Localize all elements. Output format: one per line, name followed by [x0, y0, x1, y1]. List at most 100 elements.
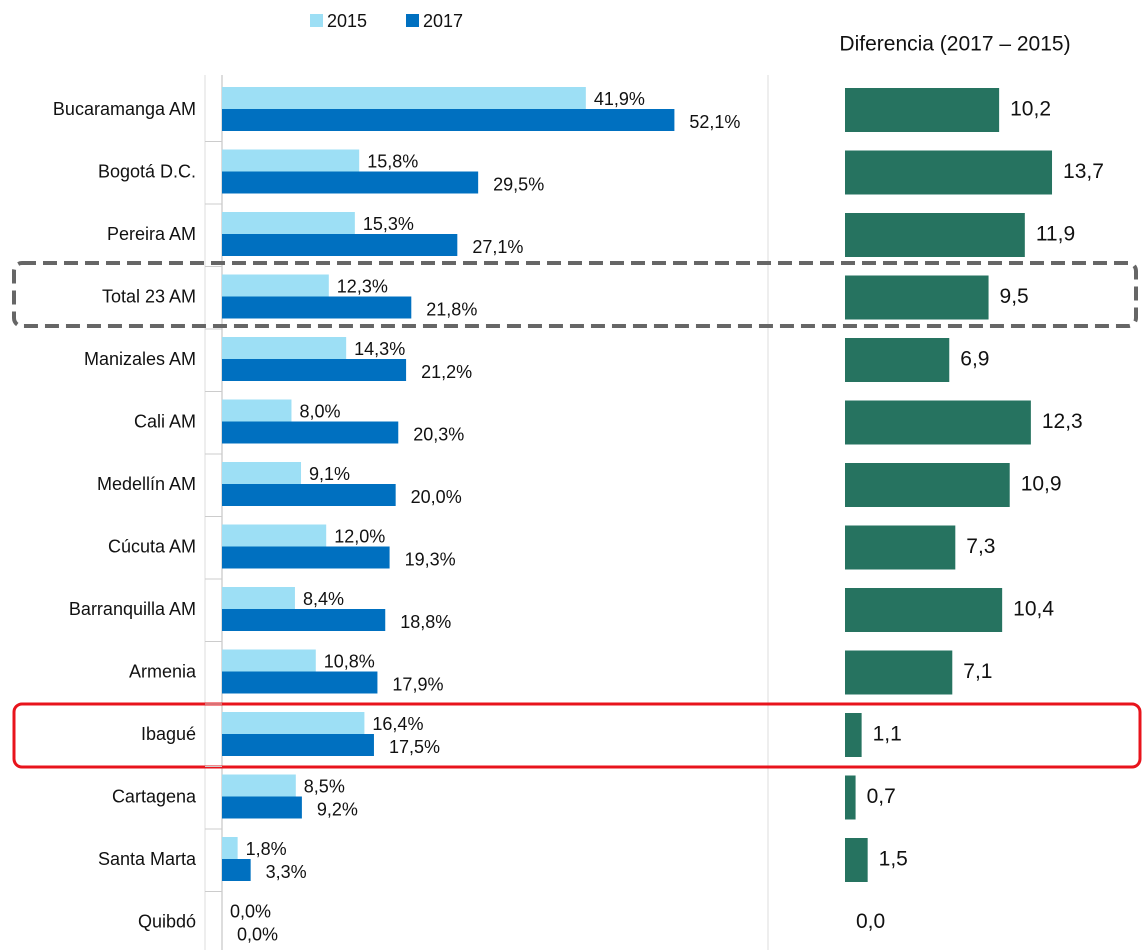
- value-label: 17,5%: [389, 737, 440, 757]
- bar: [222, 712, 365, 734]
- bar: [845, 525, 956, 570]
- y-tick-label: Cali AM: [134, 411, 196, 431]
- y-tick-label: Cúcuta AM: [108, 536, 196, 556]
- y-tick-label: Ibagué: [141, 724, 196, 744]
- value-label: 7,1: [963, 660, 992, 683]
- value-label: 20,0%: [411, 487, 462, 507]
- y-tick-label: Manizales AM: [84, 349, 196, 369]
- bar: [222, 859, 251, 881]
- value-label: 0,0%: [237, 924, 278, 944]
- value-label: 18,8%: [400, 612, 451, 632]
- bar: [222, 462, 302, 484]
- legend-swatch: [310, 14, 323, 27]
- bar: [222, 337, 347, 359]
- y-tick-label: Cartagena: [112, 786, 197, 806]
- bar: [222, 421, 399, 444]
- bar: [845, 463, 1010, 507]
- y-tick-label: Barranquilla AM: [69, 599, 196, 619]
- value-label: 3,3%: [266, 862, 307, 882]
- bar: [222, 837, 238, 859]
- legend-label: 2017: [423, 11, 463, 31]
- value-label: 1,8%: [246, 839, 287, 859]
- value-label: 0,0: [856, 910, 885, 933]
- y-tick-label: Armenia: [129, 661, 197, 681]
- bar: [222, 87, 586, 109]
- legend-swatch: [406, 14, 419, 27]
- y-tick-label: Bogotá D.C.: [98, 161, 196, 181]
- value-label: 20,3%: [413, 424, 464, 444]
- bar: [222, 109, 675, 131]
- bar: [845, 650, 953, 695]
- value-label: 10,2: [1010, 98, 1051, 121]
- value-label: 16,4%: [372, 714, 423, 734]
- value-label: 11,9: [1036, 223, 1075, 246]
- bar: [845, 775, 856, 820]
- value-label: 1,1: [873, 723, 902, 746]
- bar: [222, 399, 292, 422]
- bar: [222, 484, 396, 506]
- bar: [222, 649, 316, 672]
- value-label: 10,9: [1021, 473, 1062, 496]
- bar: [222, 587, 295, 609]
- bar: [845, 588, 1003, 632]
- legend-label: 2015: [327, 11, 367, 31]
- y-tick-label: Bucaramanga AM: [53, 99, 196, 119]
- bar: [845, 88, 1000, 132]
- value-label: 13,7: [1063, 160, 1104, 183]
- value-label: 15,3%: [363, 214, 414, 234]
- y-tick-label: Medellín AM: [97, 474, 196, 494]
- value-label: 6,9: [960, 348, 989, 371]
- bar: [222, 234, 458, 256]
- value-label: 12,3: [1042, 410, 1083, 433]
- value-label: 17,9%: [392, 674, 443, 694]
- panel-title: Diferencia (2017 – 2015): [839, 33, 1070, 56]
- highlight-box-red: [12, 702, 1142, 769]
- bar: [845, 400, 1031, 445]
- value-label: 1,5: [879, 848, 908, 871]
- y-tick-label: Pereira AM: [107, 224, 196, 244]
- value-label: 8,5%: [304, 776, 345, 796]
- value-label: 27,1%: [472, 237, 523, 257]
- bar: [222, 671, 378, 694]
- value-label: 9,1%: [309, 464, 350, 484]
- bar: [222, 359, 407, 381]
- bar: [845, 213, 1025, 257]
- value-label: 9,2%: [317, 799, 358, 819]
- bar: [845, 838, 868, 882]
- bar: [222, 296, 412, 319]
- bar: [222, 171, 479, 194]
- value-label: 12,0%: [334, 526, 385, 546]
- bar: [222, 149, 360, 172]
- value-label: 19,3%: [405, 549, 456, 569]
- bar: [845, 338, 950, 382]
- bar: [845, 275, 989, 320]
- value-label: 15,8%: [367, 151, 418, 171]
- value-label: 9,5: [1000, 285, 1029, 308]
- value-label: 10,8%: [324, 651, 375, 671]
- y-tick-label: Quibdó: [138, 911, 196, 931]
- bar: [222, 609, 386, 631]
- bar: [222, 774, 296, 797]
- value-label: 41,9%: [594, 89, 645, 109]
- value-label: 0,7: [867, 785, 896, 808]
- value-label: 21,8%: [426, 299, 477, 319]
- bar: [845, 150, 1053, 195]
- bar: [845, 713, 862, 757]
- bar: [222, 524, 327, 547]
- value-label: 14,3%: [354, 339, 405, 359]
- value-label: 8,0%: [299, 401, 340, 421]
- value-label: 10,4: [1013, 598, 1054, 621]
- value-label: 21,2%: [421, 362, 472, 382]
- y-tick-label: Total 23 AM: [102, 286, 196, 306]
- bar: [222, 274, 329, 297]
- bar: [222, 212, 355, 234]
- y-tick-label: Santa Marta: [98, 849, 197, 869]
- value-label: 8,4%: [303, 589, 344, 609]
- value-label: 52,1%: [689, 112, 740, 132]
- value-label: 0,0%: [230, 901, 271, 921]
- highlight-box-dashed: [12, 261, 1138, 328]
- bar: [222, 546, 390, 569]
- value-label: 7,3: [966, 535, 995, 558]
- value-label: 29,5%: [493, 174, 544, 194]
